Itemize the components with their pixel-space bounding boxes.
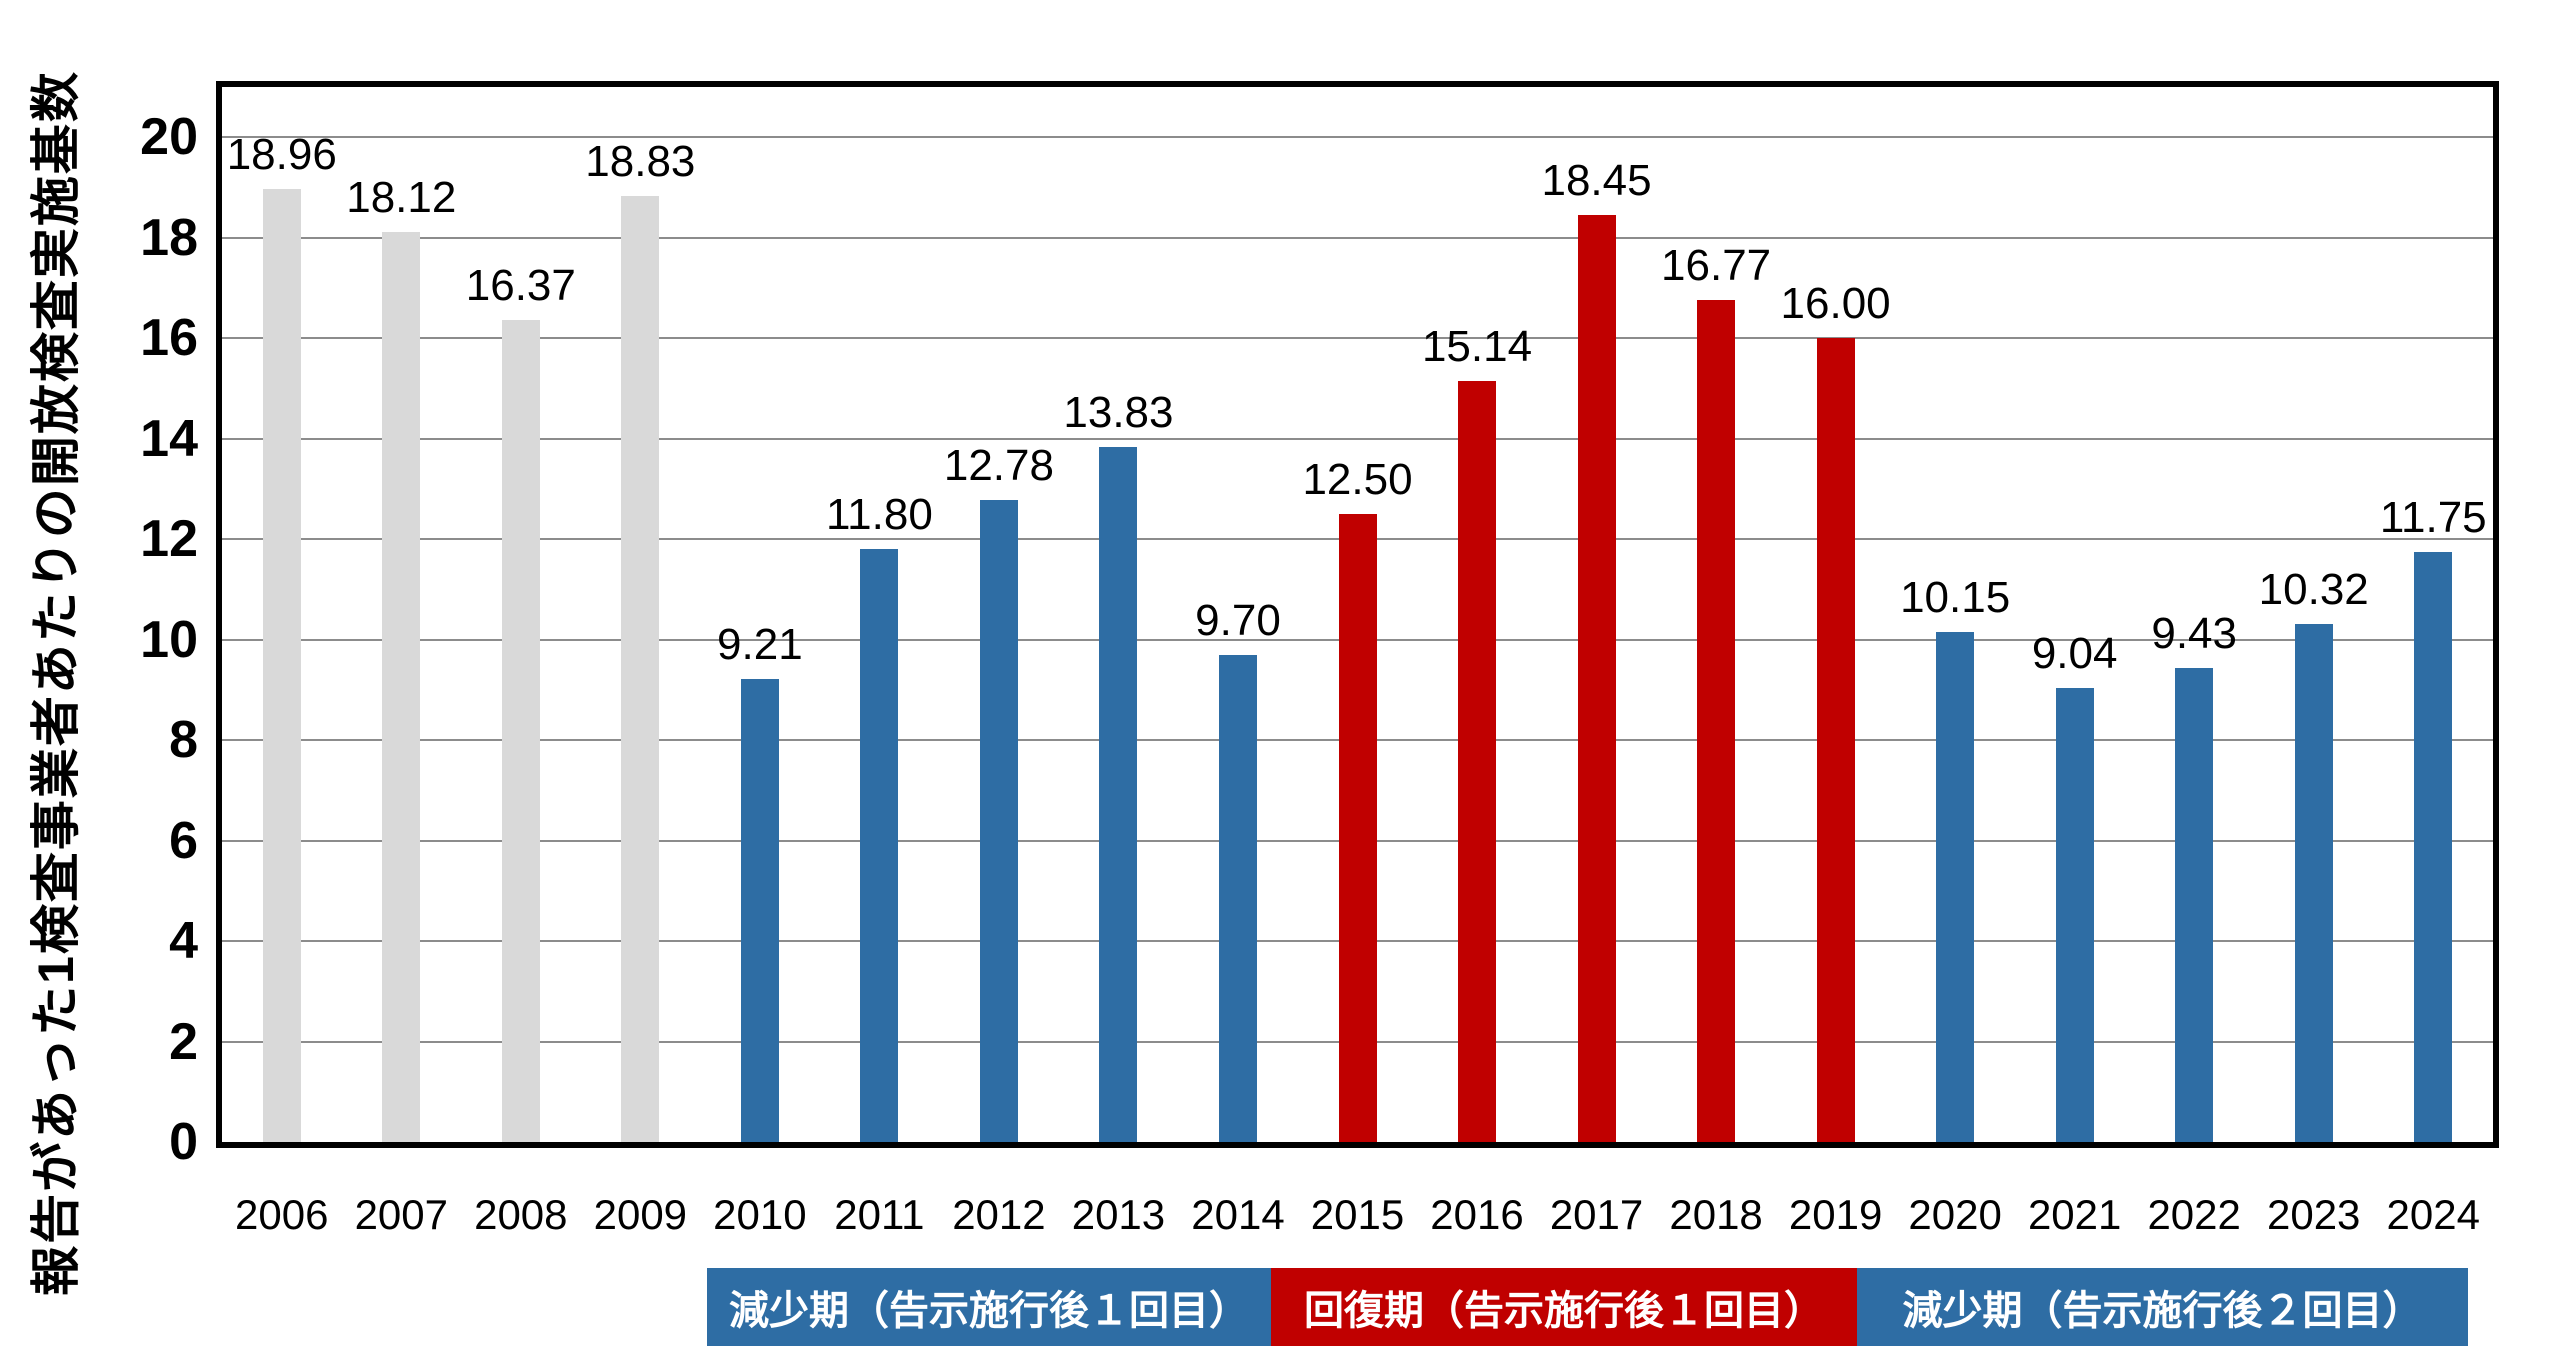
bar-2014 xyxy=(1218,654,1257,1142)
x-tick-2012: 2012 xyxy=(952,1191,1046,1238)
x-tick-2014: 2014 xyxy=(1191,1191,1285,1238)
x-tick-2015: 2015 xyxy=(1310,1191,1405,1238)
x-tick-2023: 2023 xyxy=(2266,1191,2361,1238)
bar-2022 xyxy=(2175,668,2214,1142)
x-tick-2017: 2017 xyxy=(1549,1191,1644,1238)
x-tick-2021: 2021 xyxy=(2027,1191,2122,1238)
bar-2021 xyxy=(2055,687,2094,1142)
period-band-label-1: 減少期（告示施行後１回目） xyxy=(729,1289,1249,1333)
bar-2015 xyxy=(1338,514,1377,1142)
x-tick-2013: 2013 xyxy=(1071,1191,1166,1238)
value-label-2014: 9.70 xyxy=(1195,595,1281,645)
bar-2012 xyxy=(979,499,1018,1142)
y-tick-0: 0 xyxy=(169,1113,198,1171)
value-label-2017: 18.45 xyxy=(1541,156,1652,206)
value-label-2012: 12.78 xyxy=(943,440,1054,490)
y-tick-16: 16 xyxy=(140,309,198,368)
x-tick-2019: 2019 xyxy=(1788,1191,1883,1238)
bar-2024 xyxy=(2414,551,2453,1142)
y-tick-20: 20 xyxy=(140,108,198,167)
value-label-2016: 15.14 xyxy=(1421,322,1533,372)
value-label-2022: 9.43 xyxy=(2151,609,2237,659)
x-tick-2022: 2022 xyxy=(2147,1191,2241,1238)
period-band-3: 減少期（告示施行後２回目） xyxy=(1857,1268,2468,1346)
x-tick-2009: 2009 xyxy=(593,1191,688,1238)
value-label-2011: 11.80 xyxy=(825,490,933,540)
value-label-2023: 10.32 xyxy=(2258,564,2369,614)
value-label-2009: 18.83 xyxy=(585,137,696,187)
bar-2013 xyxy=(1099,447,1138,1142)
gridline-18 xyxy=(222,236,2493,239)
bar-2019 xyxy=(1816,338,1855,1142)
x-tick-2007: 2007 xyxy=(354,1191,448,1238)
period-band-label-2: 回復期（告示施行後１回目） xyxy=(1304,1289,1824,1333)
bar-2018 xyxy=(1697,299,1736,1142)
x-tick-2024: 2024 xyxy=(2386,1191,2480,1238)
x-tick-2008: 2008 xyxy=(474,1191,568,1238)
value-label-2008: 16.37 xyxy=(465,260,576,310)
bar-2020 xyxy=(1936,632,1975,1142)
value-label-2015: 12.50 xyxy=(1302,455,1413,505)
y-tick-6: 6 xyxy=(169,811,198,870)
gridline-14 xyxy=(222,437,2493,440)
x-tick-2006: 2006 xyxy=(235,1191,329,1238)
x-tick-2011: 2011 xyxy=(834,1191,925,1238)
y-tick-18: 18 xyxy=(140,208,198,267)
y-tick-10: 10 xyxy=(140,610,198,669)
value-label-2020: 10.15 xyxy=(1900,573,2011,623)
value-label-2007: 18.12 xyxy=(346,172,457,222)
bar-2010 xyxy=(740,679,779,1142)
y-tick-4: 4 xyxy=(169,912,198,971)
y-tick-8: 8 xyxy=(169,711,198,770)
period-band-label-3: 減少期（告示施行後２回目） xyxy=(1902,1289,2423,1333)
bar-2008 xyxy=(501,319,540,1142)
bar-2017 xyxy=(1577,215,1616,1142)
x-tick-2018: 2018 xyxy=(1669,1191,1763,1238)
value-label-2019: 16.00 xyxy=(1780,279,1891,329)
bar-2016 xyxy=(1458,381,1497,1142)
period-band-2: 回復期（告示施行後１回目） xyxy=(1271,1268,1857,1346)
x-tick-2016: 2016 xyxy=(1430,1191,1524,1238)
bar-2006 xyxy=(262,189,301,1142)
bar-2023 xyxy=(2294,623,2333,1142)
bar-2007 xyxy=(382,231,421,1142)
gridline-16 xyxy=(222,337,2493,340)
value-label-2024: 11.75 xyxy=(2379,492,2487,542)
y-tick-12: 12 xyxy=(140,510,198,569)
value-label-2013: 13.83 xyxy=(1063,388,1174,438)
value-label-2006: 18.96 xyxy=(226,130,337,180)
bar-2011 xyxy=(860,549,899,1142)
value-label-2021: 9.04 xyxy=(2031,628,2118,678)
value-label-2010: 9.21 xyxy=(717,620,803,670)
x-tick-2010: 2010 xyxy=(713,1191,807,1238)
value-label-2018: 16.77 xyxy=(1661,240,1772,290)
bar-2009 xyxy=(621,196,660,1142)
x-tick-2020: 2020 xyxy=(1908,1191,2002,1238)
plot-area-border xyxy=(216,81,2499,1148)
gridline-20 xyxy=(222,136,2493,139)
period-band-1: 減少期（告示施行後１回目） xyxy=(707,1268,1271,1346)
y-tick-2: 2 xyxy=(169,1012,198,1071)
y-tick-14: 14 xyxy=(140,409,198,468)
